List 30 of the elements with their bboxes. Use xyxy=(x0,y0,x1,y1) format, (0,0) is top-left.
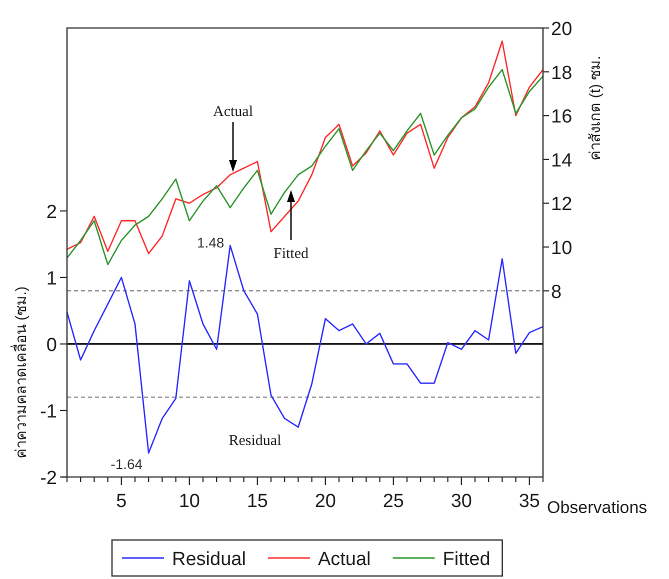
y2-tick-label: 16 xyxy=(551,106,572,128)
annotation: -1.64 xyxy=(110,456,143,472)
x-tick-label: 15 xyxy=(246,491,268,512)
x-tick-label: 30 xyxy=(450,491,472,512)
y2-tick-label: 12 xyxy=(551,194,572,216)
x-tick-label: 10 xyxy=(178,491,200,512)
y2-axis-title: ค่าสังเกต (t) ซม. xyxy=(587,56,604,160)
y2-tick-label: 8 xyxy=(551,282,562,303)
annotation: 1.48 xyxy=(196,234,224,251)
legend-label: Actual xyxy=(318,549,371,570)
y-tick-label: 2 xyxy=(46,202,57,223)
y2-tick-label: 18 xyxy=(551,62,572,84)
y-tick-label: 1 xyxy=(46,268,57,290)
legend-label: Residual xyxy=(172,549,246,570)
legend-label: Fitted xyxy=(442,549,490,570)
y-axis-title: ค่าความคลาดเคลื่อน (ซม.) xyxy=(10,286,30,459)
x-tick-label: 20 xyxy=(314,491,336,512)
annotation: Residual xyxy=(228,433,282,449)
x-tick-label: 35 xyxy=(518,491,540,512)
y2-tick-label: 10 xyxy=(551,238,572,260)
y2-tick-label: 14 xyxy=(551,150,573,172)
annotation: Actual xyxy=(213,104,253,120)
y-tick-label: 0 xyxy=(46,334,57,356)
y2-tick-label: 20 xyxy=(551,19,572,40)
x-axis-title: Observations xyxy=(547,498,648,517)
x-tick-label: 5 xyxy=(116,491,127,512)
y-tick-label: -2 xyxy=(40,468,57,489)
y-tick-label: -1 xyxy=(40,401,57,422)
annotation: Fitted xyxy=(273,246,309,262)
x-tick-label: 25 xyxy=(382,491,404,512)
